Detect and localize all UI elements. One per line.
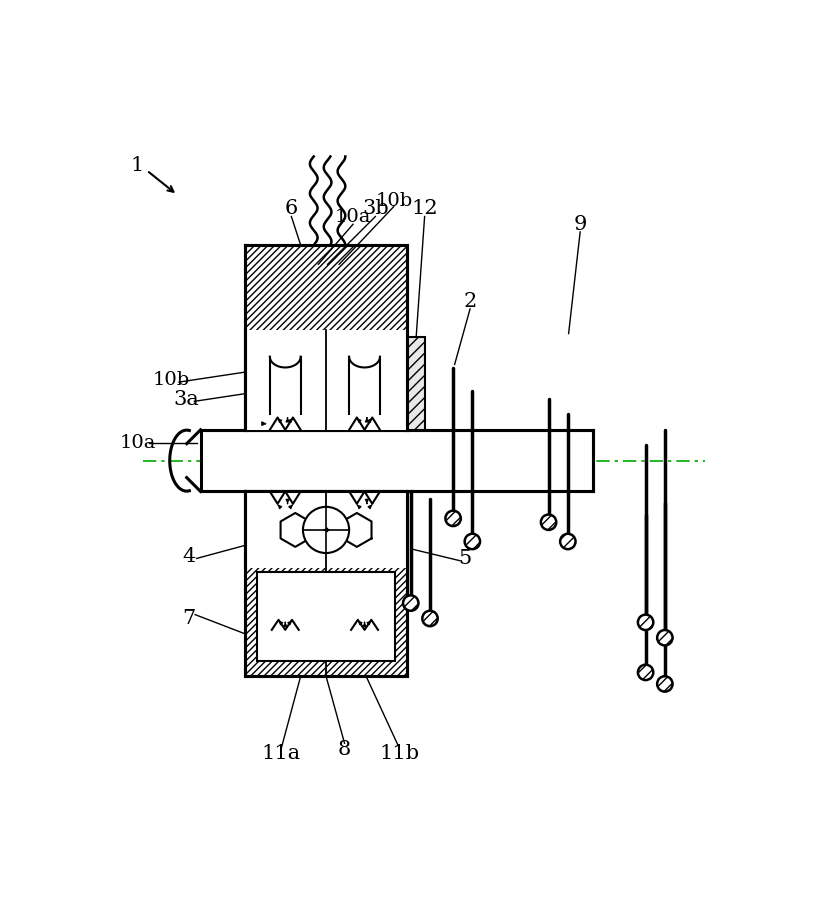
Text: 9: 9 bbox=[573, 215, 587, 233]
Bar bbox=[408, 337, 425, 430]
Bar bbox=[257, 573, 395, 661]
Text: 4: 4 bbox=[182, 548, 196, 566]
Text: 10b: 10b bbox=[153, 370, 190, 389]
Bar bbox=[408, 337, 425, 430]
Bar bbox=[245, 492, 407, 676]
Bar bbox=[245, 245, 407, 430]
Text: 3b: 3b bbox=[362, 199, 389, 219]
Text: 3a: 3a bbox=[173, 390, 200, 409]
Text: 6: 6 bbox=[285, 199, 298, 219]
Text: 2: 2 bbox=[464, 291, 477, 311]
Text: 8: 8 bbox=[338, 740, 351, 759]
Text: 11b: 11b bbox=[380, 743, 419, 763]
Bar bbox=[245, 330, 407, 430]
Text: 7: 7 bbox=[182, 609, 196, 628]
Bar bbox=[245, 492, 407, 676]
Text: 1: 1 bbox=[130, 156, 143, 176]
Circle shape bbox=[303, 507, 349, 553]
Text: 10b: 10b bbox=[375, 192, 412, 210]
Text: 10a: 10a bbox=[119, 434, 155, 452]
Circle shape bbox=[403, 596, 419, 611]
Circle shape bbox=[422, 611, 438, 626]
Circle shape bbox=[657, 676, 672, 692]
Circle shape bbox=[638, 615, 654, 630]
Circle shape bbox=[638, 664, 654, 680]
Text: 10a: 10a bbox=[335, 208, 371, 225]
Text: 5: 5 bbox=[458, 549, 471, 568]
Circle shape bbox=[657, 630, 672, 645]
Bar bbox=[245, 245, 407, 430]
Bar bbox=[200, 430, 593, 492]
Circle shape bbox=[465, 534, 480, 550]
Circle shape bbox=[541, 515, 556, 530]
Circle shape bbox=[446, 511, 461, 526]
Text: 12: 12 bbox=[411, 199, 438, 219]
Bar bbox=[245, 492, 407, 569]
Text: 11a: 11a bbox=[262, 743, 301, 763]
Circle shape bbox=[560, 534, 576, 550]
